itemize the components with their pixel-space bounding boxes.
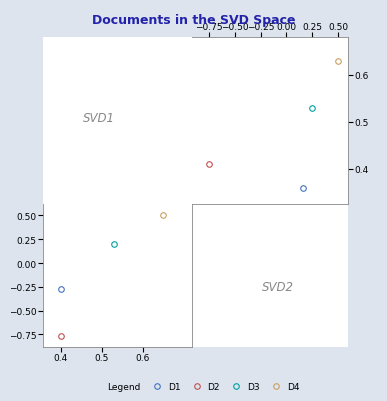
Text: SVD2: SVD2 bbox=[262, 281, 294, 294]
Legend: Legend, D1, D2, D3, D4: Legend, D1, D2, D3, D4 bbox=[84, 378, 303, 395]
Text: Documents in the SVD Space: Documents in the SVD Space bbox=[92, 14, 295, 27]
Text: SVD1: SVD1 bbox=[83, 111, 115, 124]
